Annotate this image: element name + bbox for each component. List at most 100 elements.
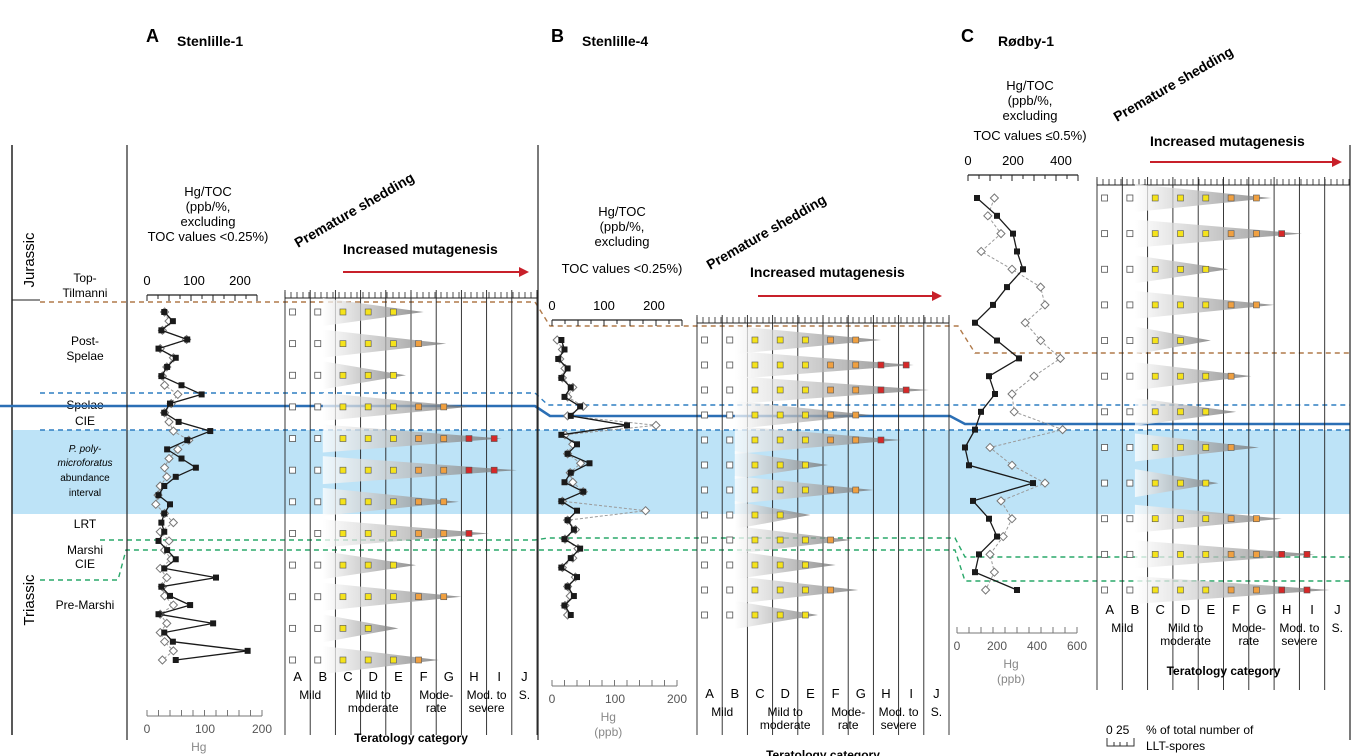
interval-post-spelae-2: Spelae	[66, 349, 104, 363]
terat-mild-a-b	[701, 411, 708, 419]
terat-g-c	[1253, 586, 1260, 594]
terat-mild-b-b	[726, 336, 734, 344]
terat-wedge-c	[1134, 362, 1252, 391]
hg-tick-label-a: 0	[144, 722, 151, 736]
terat-mild-b-b	[726, 586, 734, 594]
hg-point-a	[155, 345, 162, 352]
hgtoc-point-c	[1055, 353, 1066, 364]
hg-point-b	[564, 583, 571, 590]
legend-label-2: LLT-spores	[1146, 739, 1205, 753]
hg-point-b	[558, 431, 565, 438]
terat-g-a	[440, 435, 448, 442]
terat-f-a	[415, 593, 422, 601]
terat-wedge-a	[322, 424, 502, 453]
hg-point-a	[210, 620, 217, 627]
terat-mild-b-b	[726, 411, 734, 419]
interval-ppoly-2: microforatus	[57, 458, 112, 469]
terat-mild-a-c	[1101, 479, 1108, 487]
terat-c-b	[751, 386, 759, 394]
terat-e-b	[802, 586, 809, 594]
hg-point-b	[561, 479, 568, 486]
terat-f-c	[1227, 515, 1235, 523]
terat-mild-b-b	[726, 386, 734, 394]
hgtoc-point-c	[983, 211, 993, 221]
terat-d-b	[776, 361, 784, 369]
terat-c-c	[1151, 586, 1159, 594]
terat-mild-a-b	[701, 611, 708, 619]
hg-point-a	[161, 629, 168, 636]
hg-point-c	[986, 515, 992, 522]
terat-cat-d-c: D	[1181, 602, 1190, 617]
terat-cat-i-b: I	[909, 686, 913, 701]
terat-c-c	[1151, 444, 1159, 451]
hgtoc-point-c	[1009, 407, 1019, 417]
hg-point-c	[1014, 248, 1020, 255]
terat-f-a	[415, 435, 422, 442]
terat-cat-e-c: E	[1207, 602, 1216, 617]
terat-cat-f-c: F	[1232, 602, 1240, 617]
hg-point-c	[970, 497, 976, 504]
hgtoc-point-a	[168, 426, 179, 436]
terat-f-c	[1227, 372, 1235, 380]
terat-mild-a-c	[1101, 194, 1108, 202]
terat-d-c	[1177, 337, 1184, 344]
hg-point-a	[178, 382, 185, 389]
terat-mild-b-a	[314, 308, 322, 316]
terat-mild-b-a	[314, 498, 322, 506]
terat-f-b	[827, 361, 834, 369]
abundance-band	[12, 430, 1350, 514]
hgtoc-point-a	[168, 517, 179, 528]
terat-d-b	[776, 336, 784, 344]
hgtoc-point-a	[159, 462, 170, 473]
terat-mild-a-a	[289, 371, 296, 379]
terat-h-c	[1278, 230, 1285, 237]
terat-d-c	[1177, 586, 1184, 594]
interval-spelae-2: CIE	[75, 414, 95, 428]
terat-mild-a-b	[701, 586, 708, 594]
group-severe-2-a: severe	[469, 701, 505, 715]
terat-mild-b-a	[314, 340, 322, 348]
legend-scale-ruler	[1106, 738, 1135, 747]
terat-c-a	[339, 593, 347, 601]
hg-point-b	[564, 365, 571, 372]
terat-c-a	[339, 498, 347, 506]
panel-a-hgtoc-title: Hg/TOC (ppb/%, excluding TOC values <0.2…	[148, 184, 269, 244]
panel-b-well: Stenlille-4	[582, 33, 648, 49]
terat-wedge-b	[734, 526, 851, 554]
terat-c-b	[751, 411, 759, 419]
terat-d-b	[776, 561, 784, 569]
terat-c-a	[339, 340, 347, 347]
hgtoc-a-2: (ppb/%,	[186, 199, 231, 214]
terat-d-b	[776, 386, 784, 394]
terat-cat-a-a: A	[293, 669, 302, 684]
hgtoc-point-a	[159, 380, 170, 390]
hg-point-a	[169, 638, 176, 645]
hg-axis-label-a: Hg	[191, 740, 206, 754]
terat-h-c	[1278, 586, 1285, 594]
terat-mild-b-c	[1126, 265, 1134, 273]
interval-post-spelae-1: Post-	[71, 334, 99, 348]
terat-d-a	[364, 371, 372, 379]
hg-tick-label-b: 200	[667, 692, 687, 706]
terat-mild-b-b	[726, 511, 734, 519]
premature-label-b: Premature shedding	[704, 191, 829, 273]
hg-axis-label-b: Hg	[601, 710, 616, 724]
terat-wedge-c	[1134, 433, 1259, 462]
terat-mild-a-b	[701, 511, 708, 519]
terat-c-b	[751, 561, 759, 569]
hgtoc-b-2: (ppb/%,	[600, 219, 645, 234]
terat-f-b	[827, 486, 834, 494]
terat-f-b	[827, 411, 834, 419]
hgtoc-b-4: TOC values <0.25%)	[562, 261, 683, 276]
terat-wedge-b	[734, 551, 836, 579]
terat-mild-b-a	[314, 466, 322, 474]
terat-h-a	[465, 435, 473, 442]
terat-g-c	[1253, 551, 1260, 558]
terat-c-b	[751, 586, 759, 594]
hgtoc-point-a	[151, 499, 161, 510]
mutagenesis-arrowhead-c	[1332, 157, 1342, 167]
terat-e-a	[390, 403, 397, 411]
terat-wedge-b	[734, 576, 859, 604]
terat-d-c	[1177, 265, 1184, 273]
terat-mild-a-c	[1101, 444, 1108, 451]
